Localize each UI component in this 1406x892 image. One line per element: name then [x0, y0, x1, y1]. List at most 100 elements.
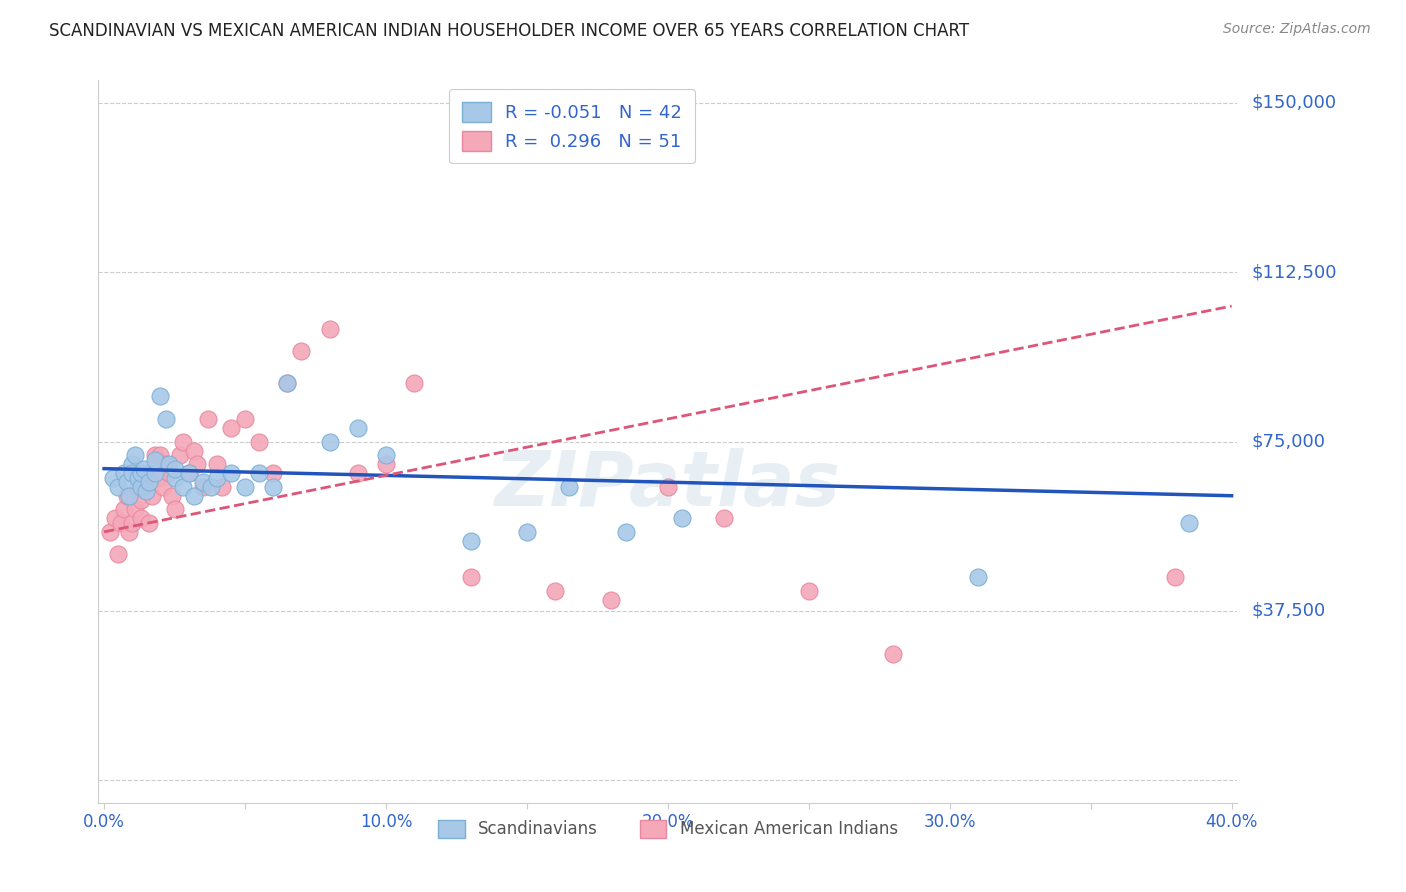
Point — [124, 502, 146, 516]
Point — [107, 480, 129, 494]
Point — [112, 466, 135, 480]
Point — [262, 480, 284, 494]
Point — [191, 475, 214, 490]
Point — [200, 480, 222, 494]
Point — [118, 489, 141, 503]
Text: $150,000: $150,000 — [1251, 94, 1336, 112]
Point — [143, 448, 166, 462]
Point — [121, 516, 143, 530]
Point — [290, 344, 312, 359]
Point — [211, 480, 233, 494]
Point — [141, 489, 163, 503]
Point — [183, 489, 205, 503]
Point — [713, 511, 735, 525]
Point — [101, 470, 124, 484]
Point — [138, 516, 160, 530]
Point — [882, 647, 904, 661]
Point — [460, 533, 482, 548]
Point — [558, 480, 581, 494]
Point — [197, 412, 219, 426]
Text: $112,500: $112,500 — [1251, 263, 1337, 281]
Point — [132, 470, 155, 484]
Point — [346, 466, 368, 480]
Point — [600, 592, 623, 607]
Point — [121, 457, 143, 471]
Point — [138, 475, 160, 490]
Point — [163, 461, 186, 475]
Legend: Scandinavians, Mexican American Indians: Scandinavians, Mexican American Indians — [432, 813, 904, 845]
Text: ZIPatlas: ZIPatlas — [495, 448, 841, 522]
Point — [262, 466, 284, 480]
Point — [318, 321, 340, 335]
Point — [346, 421, 368, 435]
Point — [516, 524, 538, 539]
Text: SCANDINAVIAN VS MEXICAN AMERICAN INDIAN HOUSEHOLDER INCOME OVER 65 YEARS CORRELA: SCANDINAVIAN VS MEXICAN AMERICAN INDIAN … — [49, 22, 969, 40]
Point — [233, 480, 256, 494]
Point — [172, 480, 194, 494]
Point — [163, 470, 186, 484]
Point — [183, 443, 205, 458]
Point — [205, 457, 228, 471]
Point — [127, 480, 149, 494]
Text: $37,500: $37,500 — [1251, 602, 1326, 620]
Text: $75,000: $75,000 — [1251, 433, 1326, 450]
Point — [1164, 570, 1187, 584]
Point — [276, 376, 298, 390]
Point — [149, 448, 172, 462]
Point — [129, 493, 152, 508]
Point — [318, 434, 340, 449]
Point — [169, 448, 191, 462]
Point — [127, 470, 149, 484]
Point — [135, 484, 157, 499]
Point — [121, 466, 143, 480]
Point — [143, 452, 166, 467]
Point — [115, 475, 138, 490]
Point — [129, 511, 152, 525]
Point — [98, 524, 121, 539]
Point — [375, 457, 398, 471]
Point — [124, 448, 146, 462]
Point — [107, 548, 129, 562]
Point — [247, 434, 270, 449]
Point — [797, 583, 820, 598]
Point — [152, 480, 174, 494]
Point — [177, 466, 200, 480]
Point — [160, 489, 183, 503]
Point — [614, 524, 637, 539]
Point — [135, 466, 157, 480]
Point — [205, 470, 228, 484]
Point — [172, 434, 194, 449]
Point — [657, 480, 679, 494]
Point — [115, 489, 138, 503]
Point — [219, 421, 242, 435]
Point — [112, 502, 135, 516]
Point — [132, 461, 155, 475]
Point — [375, 448, 398, 462]
Point — [146, 470, 169, 484]
Point — [149, 389, 172, 403]
Point — [129, 466, 152, 480]
Point — [155, 457, 177, 471]
Point — [157, 466, 180, 480]
Point — [118, 524, 141, 539]
Point — [129, 480, 152, 494]
Text: Source: ZipAtlas.com: Source: ZipAtlas.com — [1223, 22, 1371, 37]
Point — [967, 570, 990, 584]
Point — [233, 412, 256, 426]
Point — [219, 466, 242, 480]
Point — [143, 466, 166, 480]
Point — [460, 570, 482, 584]
Point — [104, 511, 127, 525]
Point — [191, 480, 214, 494]
Point — [157, 457, 180, 471]
Point — [404, 376, 426, 390]
Point — [671, 511, 693, 525]
Point — [163, 502, 186, 516]
Point — [276, 376, 298, 390]
Point — [247, 466, 270, 480]
Point — [110, 516, 132, 530]
Point — [177, 466, 200, 480]
Point — [544, 583, 567, 598]
Point — [155, 412, 177, 426]
Point — [1178, 516, 1201, 530]
